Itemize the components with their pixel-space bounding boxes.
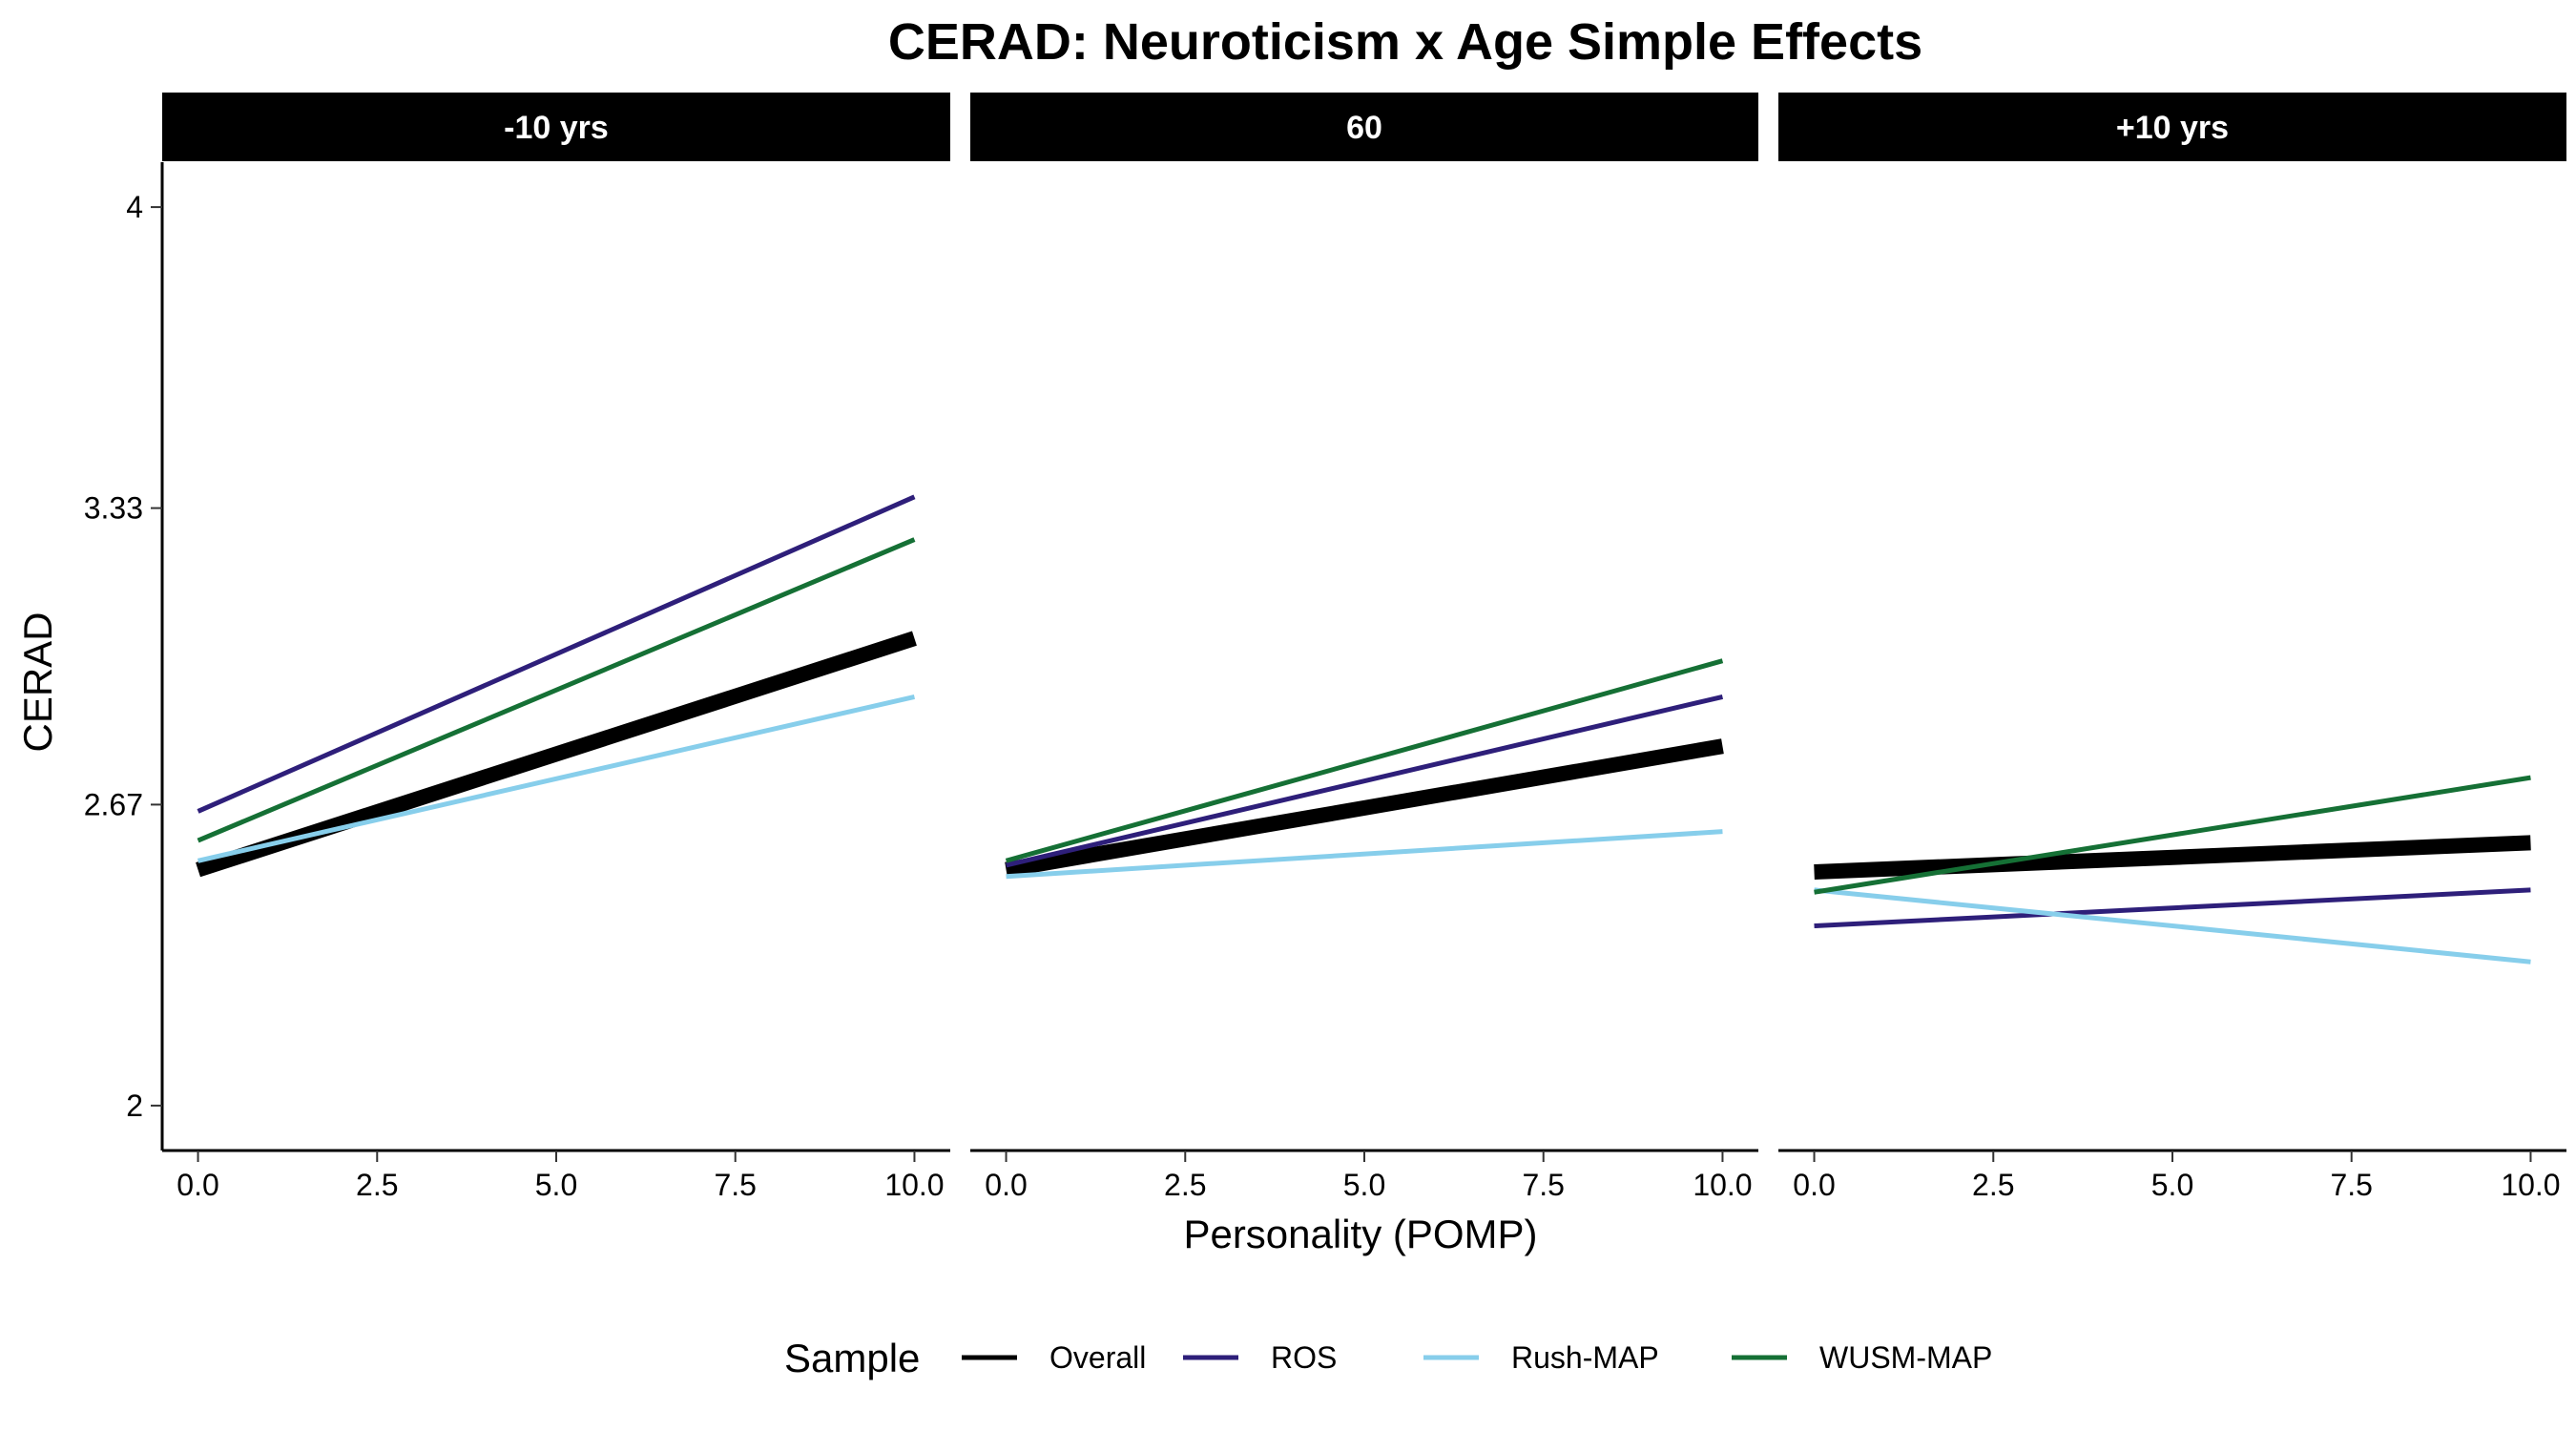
series-line-ros	[197, 494, 916, 814]
x-tick-label: 7.5	[2330, 1168, 2372, 1202]
x-tick-label: 7.5	[1522, 1168, 1564, 1202]
x-tick-label: 7.5	[714, 1168, 756, 1202]
facet-panels: -10 yrs 0.0 2.5 5.0 7.5 10.0 2 2.67 3.33 4 60 0.0 2.…	[84, 93, 2566, 1202]
series-line-wusm-map	[1005, 658, 1724, 863]
x-tick-label: 0.0	[985, 1168, 1027, 1202]
x-tick-label: 0.0	[1793, 1168, 1835, 1202]
x-tick-label: 2.5	[1972, 1168, 2014, 1202]
legend-item-ros: ROS	[1183, 1340, 1337, 1375]
legend: Sample Overall ROS Rush-MAP WUSM-MAP	[784, 1336, 1992, 1380]
legend-label: WUSM-MAP	[1819, 1340, 1992, 1375]
facet-strip	[162, 93, 950, 161]
facet-strip	[1778, 93, 2566, 161]
facet-strip-label: 60	[1346, 110, 1382, 146]
y-tick-label: 2	[126, 1089, 143, 1123]
series-line-rush-map	[197, 694, 916, 863]
x-tick-label: 5.0	[1343, 1168, 1385, 1202]
series-line-rush-map	[1814, 887, 2531, 964]
x-axis-title: Personality (POMP)	[1183, 1212, 1537, 1256]
legend-item-wusm-map: WUSM-MAP	[1732, 1340, 1992, 1375]
series-line-ros	[1005, 694, 1724, 868]
x-tick-label: 0.0	[177, 1168, 218, 1202]
legend-title: Sample	[784, 1336, 920, 1380]
facet-strip-label: -10 yrs	[504, 110, 609, 146]
legend-label: ROS	[1271, 1340, 1337, 1375]
x-tick-label: 10.0	[2501, 1168, 2560, 1202]
legend-label: Rush-MAP	[1511, 1340, 1659, 1375]
facet-panel-10-yrs: -10 yrs 0.0 2.5 5.0 7.5 10.0 2 2.67 3.33 4	[84, 93, 950, 1202]
facet-panel-60: 60 0.0 2.5 5.0 7.5 10.0	[970, 93, 1758, 1202]
series-line-overall	[1814, 835, 2531, 881]
legend-item-overall: Overall	[962, 1340, 1146, 1375]
facet-panel-10-yrs: +10 yrs 0.0 2.5 5.0 7.5 10.0	[1778, 93, 2566, 1202]
y-axis-title: CERAD	[15, 612, 60, 752]
legend-label: Overall	[1049, 1340, 1146, 1375]
y-tick-label: 4	[126, 190, 143, 224]
chart-title: CERAD: Neuroticism x Age Simple Effects	[888, 13, 1922, 71]
x-tick-label: 2.5	[356, 1168, 398, 1202]
y-tick-label: 3.33	[84, 491, 143, 526]
x-tick-label: 2.5	[1164, 1168, 1206, 1202]
facet-strip-label: +10 yrs	[2116, 110, 2229, 146]
legend-item-rush-map: Rush-MAP	[1423, 1340, 1659, 1375]
series-line-wusm-map	[1814, 775, 2531, 895]
x-tick-label: 5.0	[535, 1168, 577, 1202]
x-tick-label: 5.0	[2151, 1168, 2193, 1202]
series-line-wusm-map	[197, 537, 916, 843]
x-tick-label: 10.0	[884, 1168, 944, 1202]
x-tick-label: 10.0	[1693, 1168, 1752, 1202]
y-tick-label: 2.67	[84, 787, 143, 821]
legend-entries: Overall ROS Rush-MAP WUSM-MAP	[962, 1340, 1992, 1375]
series-line-overall	[1005, 738, 1724, 878]
facet-strip	[970, 93, 1758, 161]
series-line-ros	[1814, 887, 2531, 929]
series-line-rush-map	[1006, 829, 1723, 880]
